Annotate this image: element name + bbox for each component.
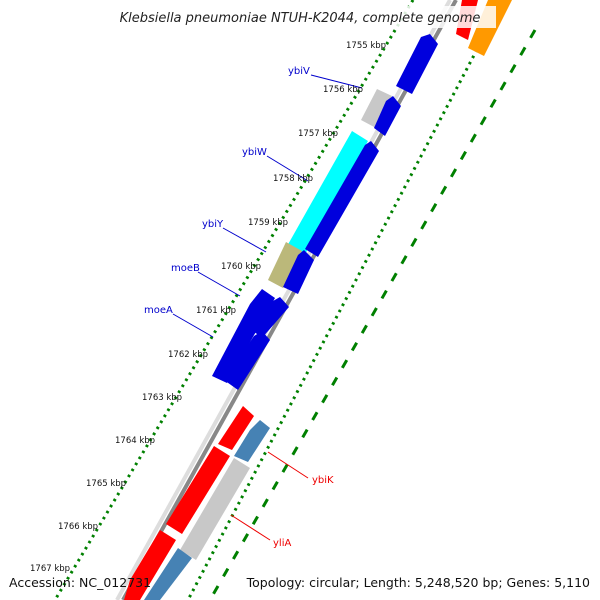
gene-label-ybiV: ybiV: [288, 66, 310, 77]
gene-label-ybiW: ybiW: [242, 147, 267, 158]
gene-label-yliA: yliA: [273, 538, 291, 549]
gene-reverse-short-blue[interactable]: [283, 250, 314, 294]
dashed-track: [208, 29, 537, 600]
topology-label: Topology: circular; Length: 5,248,520 bp…: [246, 575, 590, 590]
gene-label-ybiY: ybiY: [202, 219, 224, 230]
gene-red-bottom[interactable]: [124, 530, 176, 600]
genome-backbone-light: [115, 0, 452, 600]
kbp-label: 1756 kbp: [323, 85, 363, 95]
kbp-label: 1767 kbp: [30, 564, 70, 574]
accession-label: Accession: NC_012731: [9, 575, 152, 590]
kbp-label: 1755 kbp: [346, 41, 386, 51]
gene-red-1764[interactable]: [218, 406, 254, 450]
genome-backbone: [121, 0, 458, 600]
gene-steelblue-bottom[interactable]: [144, 548, 192, 600]
kbp-label: 1766 kbp: [58, 522, 98, 532]
leader-ybiK: [267, 451, 309, 479]
gene-label-ybiK: ybiK: [312, 475, 334, 486]
kbp-label: 1761 kbp: [196, 306, 236, 316]
kbp-label: 1765 kbp: [86, 479, 126, 489]
gene-reverse-upper-blue[interactable]: [374, 96, 401, 136]
kbp-label: 1764 kbp: [115, 436, 155, 446]
gene-steelblue-upper[interactable]: [234, 420, 270, 462]
kbp-label: 1760 kbp: [221, 262, 261, 272]
leader-moeB: [197, 271, 241, 297]
dotted-track-outer: [53, 0, 415, 600]
kbp-label: 1762 kbp: [168, 350, 208, 360]
leader-ybiY: [222, 227, 267, 253]
gene-forward-gray[interactable]: [361, 89, 392, 128]
dotted-track-inner: [186, 0, 505, 600]
kbp-label: 1759 kbp: [248, 218, 288, 228]
kbp-label: 1758 kbp: [273, 174, 313, 184]
leader-ybiV: [310, 74, 363, 89]
gene-moeA-reverse-blue[interactable]: [252, 297, 289, 338]
gene-olive[interactable]: [268, 242, 302, 288]
leader-ybiW: [266, 155, 309, 182]
gene-label-moeA: moeA: [144, 305, 173, 316]
gene-red-long[interactable]: [166, 446, 230, 534]
leader-yliA: [230, 514, 271, 541]
gene-reverse-long-blue[interactable]: [305, 141, 379, 257]
gene-gray-long[interactable]: [180, 458, 250, 560]
gene-cyan[interactable]: [286, 131, 368, 258]
kbp-label: 1757 kbp: [298, 129, 338, 139]
kbp-label: 1763 kbp: [142, 393, 182, 403]
leader-moeA: [172, 313, 214, 338]
map-title: Klebsiella pneumoniae NTUH-K2044, comple…: [120, 11, 481, 26]
gene-label-moeB: moeB: [171, 263, 200, 274]
gene-reverse-lower-blue[interactable]: [224, 331, 270, 390]
gene-forward-1755[interactable]: [396, 34, 438, 94]
gene-moeB-blue[interactable]: [212, 289, 275, 383]
